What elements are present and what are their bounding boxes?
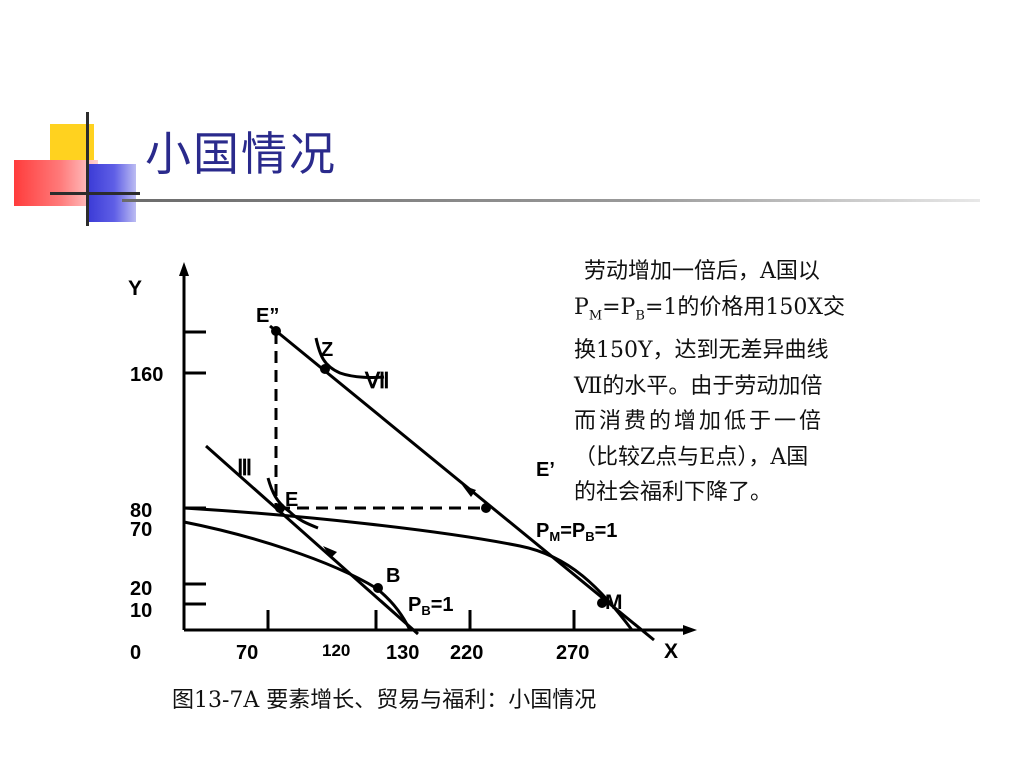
figure-caption: 图13-7A 要素增长、贸易与福利：小国情况 xyxy=(172,688,597,713)
x-tick-label: 120 xyxy=(322,641,350,660)
decor-red-bar xyxy=(14,160,98,206)
point-z xyxy=(320,364,330,374)
arrow-up-pb-line xyxy=(323,546,337,558)
x-tick-label: 270 xyxy=(556,642,589,664)
label-curve-vii: Ⅶ xyxy=(364,368,390,393)
label-pb: PB=1 xyxy=(408,594,454,618)
description-line: 而消费的增加低于一倍 xyxy=(574,409,825,435)
x-axis-arrow xyxy=(683,625,697,635)
indifference-curve-iii xyxy=(266,477,319,530)
label-z: Z xyxy=(321,339,333,361)
indifference-curve-vii xyxy=(314,337,385,379)
description-line: PM=PB=1的价格用150X交 xyxy=(574,294,846,323)
price-line-pm-pb xyxy=(269,324,655,642)
label-e-prime: E’ xyxy=(536,459,555,481)
page-title: 小国情况 xyxy=(145,127,337,181)
description-line: Ⅶ的水平。由于劳动加倍 xyxy=(574,373,823,399)
decor-horizontal-line xyxy=(50,192,140,195)
point-e xyxy=(275,503,285,513)
x-tick-label: 130 xyxy=(386,642,419,664)
arrow-up-pmpb-line xyxy=(462,485,476,497)
label-m: M xyxy=(605,591,623,614)
point-b xyxy=(373,583,383,593)
ppf-expanded xyxy=(183,506,634,631)
y-tick-label: 70 xyxy=(130,519,152,541)
price-line-pb xyxy=(205,444,419,636)
label-pm-pb: PM=PB=1 xyxy=(536,520,617,544)
y-tick-label: 10 xyxy=(130,600,152,622)
description-line: 的社会福利下降了。 xyxy=(574,480,773,506)
label-curve-iii: Ⅲ xyxy=(237,455,252,480)
y-tick-label: 80 xyxy=(130,500,152,522)
origin-label: 0 xyxy=(130,642,141,664)
description-line: 换150Y，达到无差异曲线 xyxy=(574,338,829,364)
description-line: （比较Z点与E点），A国 xyxy=(574,444,809,470)
title-rule xyxy=(122,199,980,202)
description-line: 劳动增加一倍后，A国以 xyxy=(584,259,820,284)
point-e-prime xyxy=(481,503,491,513)
x-tick-label: 70 xyxy=(236,642,258,664)
x-tick-label: 220 xyxy=(450,642,483,664)
description-text: 劳动增加一倍后，A国以 PM=PB=1的价格用150X交 换150Y，达到无差异… xyxy=(574,254,894,511)
label-b: B xyxy=(386,565,400,587)
label-e-double-prime: E” xyxy=(256,305,279,327)
y-axis-arrow xyxy=(179,262,189,276)
x-axis-label: X xyxy=(664,640,678,663)
point-m xyxy=(597,598,607,608)
y-axis-label: Y xyxy=(128,277,142,300)
decor-vertical-line xyxy=(86,112,89,226)
label-e: E xyxy=(285,489,298,511)
point-e-double-prime xyxy=(271,326,281,336)
y-tick-label: 20 xyxy=(130,578,152,600)
y-tick-label: 160 xyxy=(130,364,163,386)
